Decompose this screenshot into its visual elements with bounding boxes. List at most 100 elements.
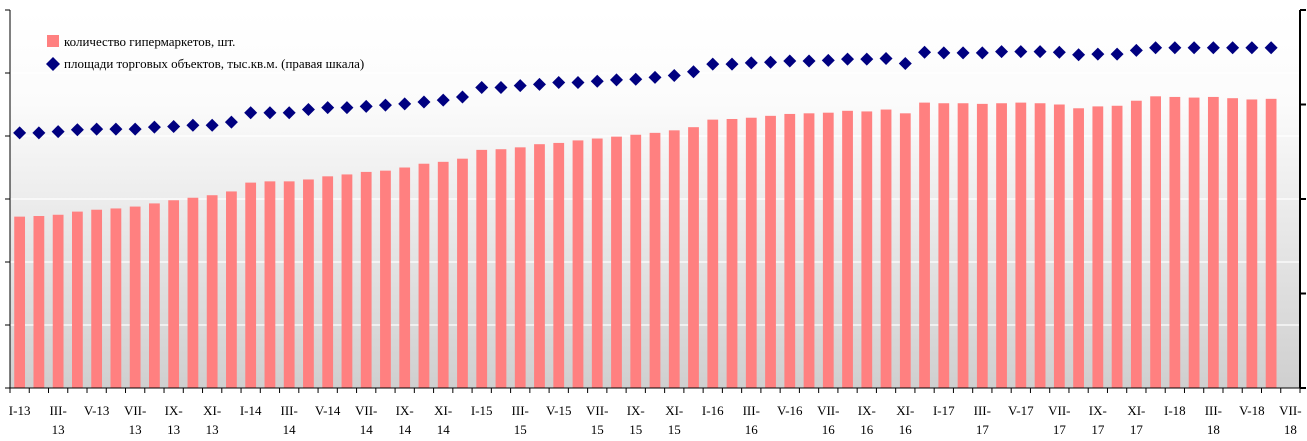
- marker-XII-17: [1149, 41, 1163, 55]
- bar-X-17: [1111, 105, 1123, 388]
- marker-V-16: [783, 54, 797, 68]
- x-tick-label: III-14: [281, 403, 298, 437]
- marker-VIII-15: [609, 73, 623, 87]
- marker-X-17: [1110, 47, 1124, 61]
- marker-V-13: [90, 122, 104, 136]
- x-tick-label: XI-13: [203, 403, 221, 437]
- bar-I-16: [707, 119, 719, 389]
- x-tick-label: XI-17: [1127, 403, 1145, 437]
- marker-VI-16: [802, 54, 816, 68]
- bar-VI-18: [1265, 98, 1277, 388]
- marker-VI-18: [1264, 41, 1278, 55]
- marker-VIII-16: [841, 52, 855, 66]
- marker-XII-14: [455, 90, 469, 104]
- bar-VII-14: [360, 171, 372, 388]
- marker-IX-15: [629, 72, 643, 86]
- legend-marker-swatch: [46, 57, 60, 71]
- bar-X-14: [418, 163, 430, 388]
- marker-III-17: [975, 46, 989, 60]
- marker-V-17: [1014, 45, 1028, 59]
- x-tick-label: V-17: [1008, 403, 1034, 418]
- axes: [5, 9, 1306, 393]
- bar-VI-15: [572, 140, 584, 388]
- marker-IV-13: [70, 123, 84, 137]
- bar-V-13: [91, 209, 103, 388]
- x-tick-label: I-16: [702, 403, 724, 418]
- x-tick-label: IX-14: [396, 403, 414, 437]
- marker-III-13: [51, 125, 65, 139]
- bar-VII-13: [129, 206, 141, 388]
- x-tick-label: I-13: [9, 403, 31, 418]
- marker-IV-17: [995, 45, 1009, 59]
- x-tick-label: XI-15: [665, 403, 683, 437]
- x-tick-label: I-15: [471, 403, 493, 418]
- marker-X-16: [879, 52, 893, 66]
- bar-XI-14: [437, 161, 449, 388]
- marker-IV-15: [532, 77, 546, 91]
- marker-II-14: [263, 106, 277, 120]
- x-tick-label: VII-17: [1048, 403, 1070, 437]
- marker-V-14: [321, 101, 335, 115]
- bar-series: [14, 96, 1277, 389]
- x-tick-label: III-13: [49, 403, 66, 437]
- marker-XI-16: [898, 57, 912, 71]
- marker-V-18: [1245, 41, 1259, 55]
- x-tick-label: VII-14: [355, 403, 377, 437]
- bar-II-17: [957, 103, 969, 389]
- bar-II-18: [1188, 97, 1200, 388]
- x-tick-label: VII-15: [586, 403, 608, 437]
- x-tick-label: IX-13: [165, 403, 183, 437]
- marker-I-17: [937, 46, 951, 60]
- legend-bar-swatch: [47, 35, 59, 47]
- marker-XI-14: [436, 93, 450, 107]
- bar-V-18: [1246, 99, 1258, 389]
- x-tick-label: I-17: [933, 403, 955, 418]
- bar-III-14: [283, 181, 295, 388]
- marker-VII-16: [821, 53, 835, 67]
- bar-VI-16: [803, 113, 815, 388]
- bar-XII-15: [688, 127, 699, 389]
- x-tick-label: VII-13: [124, 403, 146, 437]
- legend-marker-label: площади торговых объектов, тыс.кв.м. (пр…: [64, 56, 364, 71]
- bar-XI-15: [668, 130, 680, 388]
- x-tick-labels: I-13 III-13 V-13 VII-13 IX-13 XI-13 I-14 III-14…: [9, 403, 1302, 437]
- marker-X-15: [648, 70, 662, 84]
- x-tick-label: VII-18: [1279, 403, 1301, 437]
- marker-VIII-13: [147, 120, 161, 134]
- x-tick-label: XI-16: [896, 403, 914, 437]
- bar-X-13: [187, 197, 199, 388]
- marker-VIII-17: [1072, 48, 1086, 62]
- marker-I-14: [244, 106, 258, 120]
- marker-I-16: [706, 57, 720, 71]
- bar-XII-16: [919, 102, 930, 389]
- marker-II-16: [725, 57, 739, 71]
- bar-IV-17: [996, 103, 1007, 389]
- marker-X-14: [417, 95, 431, 109]
- bar-V-17: [1015, 102, 1027, 389]
- marker-I-15: [475, 80, 489, 94]
- marker-series: [13, 41, 1278, 140]
- bar-III-13: [52, 214, 64, 388]
- x-tick-label: III-15: [512, 403, 529, 437]
- bar-I-17: [938, 103, 950, 389]
- x-tick-label: V-14: [315, 403, 341, 418]
- marker-IV-14: [301, 103, 315, 117]
- bar-V-14: [322, 176, 334, 388]
- bar-II-16: [726, 118, 738, 389]
- marker-IV-18: [1226, 41, 1240, 55]
- bar-VI-17: [1034, 103, 1046, 389]
- x-tick-label: III-16: [743, 403, 760, 437]
- bar-VII-17: [1053, 104, 1065, 388]
- x-tick-label: V-18: [1239, 403, 1265, 418]
- bar-III-17: [976, 103, 988, 389]
- marker-II-17: [956, 46, 970, 60]
- marker-VI-17: [1033, 45, 1047, 59]
- bar-I-18: [1169, 96, 1181, 388]
- marker-I-13: [13, 126, 27, 140]
- bar-IV-18: [1227, 98, 1239, 388]
- bar-IX-15: [630, 134, 642, 388]
- marker-II-15: [494, 80, 508, 94]
- bar-XI-17: [1130, 100, 1142, 388]
- bar-X-16: [880, 109, 892, 388]
